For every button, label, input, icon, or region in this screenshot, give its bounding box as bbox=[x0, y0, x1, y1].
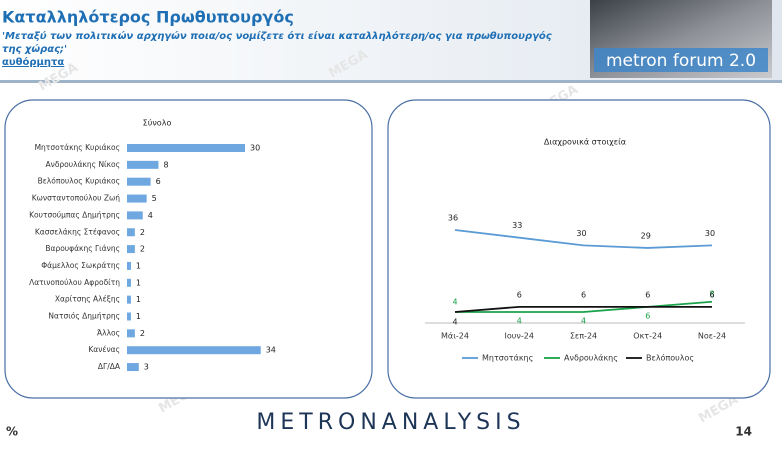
page-number: 14 bbox=[735, 425, 752, 439]
bar bbox=[127, 245, 135, 254]
data-label: 33 bbox=[512, 221, 522, 230]
title: Καταλληλότερος Πρωθυπουργός bbox=[2, 8, 294, 27]
series-line bbox=[454, 305, 712, 313]
data-label: 6 bbox=[645, 290, 650, 299]
data-label: 29 bbox=[641, 231, 651, 240]
value-label: 8 bbox=[163, 160, 168, 169]
x-tick-label: Νοε-24 bbox=[698, 332, 726, 341]
value-label: 4 bbox=[148, 211, 153, 220]
bar bbox=[127, 144, 245, 152]
data-label: 4 bbox=[517, 317, 522, 326]
x-tick-label: Οκτ-24 bbox=[633, 332, 662, 341]
header-rule bbox=[0, 80, 782, 83]
bar bbox=[127, 312, 131, 321]
bar bbox=[127, 346, 261, 355]
value-label: 1 bbox=[136, 312, 141, 321]
value-label: 3 bbox=[144, 363, 149, 372]
category-label: Νατσιός Δημήτρης bbox=[48, 312, 120, 321]
bar bbox=[127, 295, 131, 304]
data-label: 8 bbox=[709, 289, 714, 298]
bar bbox=[127, 160, 159, 169]
note: αυθόρμητα bbox=[2, 56, 64, 68]
value-label: 2 bbox=[140, 228, 145, 237]
category-label: ΔΓ/ΔΑ bbox=[98, 362, 121, 371]
bar bbox=[127, 177, 151, 186]
value-label: 2 bbox=[140, 245, 145, 254]
category-label: Φάμελλος Σωκράτης bbox=[41, 261, 120, 270]
category-label: Κασσελάκης Στέφανος bbox=[35, 227, 120, 236]
category-label: Κανένας bbox=[88, 345, 120, 354]
data-label: 4 bbox=[581, 317, 586, 326]
bar bbox=[127, 278, 131, 287]
chart-title: Διαχρονικά στοιχεία bbox=[544, 138, 626, 147]
value-label: 2 bbox=[140, 329, 145, 338]
data-label: 6 bbox=[581, 290, 586, 299]
data-label: 6 bbox=[517, 290, 522, 299]
category-label: Χαρίτσης Αλέξης bbox=[55, 295, 120, 304]
series-line bbox=[455, 300, 713, 313]
bar bbox=[127, 194, 147, 203]
category-label: Λατινοπούλου Αφροδίτη bbox=[29, 278, 120, 287]
data-label: 6 bbox=[645, 311, 650, 320]
data-label: 4 bbox=[452, 298, 457, 307]
data-label: 30 bbox=[705, 229, 715, 238]
category-label: Κουτσούμπας Δημήτρης bbox=[29, 210, 120, 219]
legend-label: Βελόπουλος bbox=[646, 353, 694, 363]
legend-label: Ανδρουλάκης bbox=[564, 354, 618, 363]
category-label: Άλλος bbox=[97, 328, 120, 337]
bar bbox=[127, 329, 135, 338]
logo-box bbox=[594, 48, 768, 72]
legend-label: Μητσοτάκης bbox=[482, 354, 533, 363]
value-label: 1 bbox=[136, 261, 141, 270]
value-label: 1 bbox=[136, 278, 141, 287]
question: της χώρας;' bbox=[2, 43, 67, 55]
brand: METRONANALYSIS bbox=[256, 410, 525, 435]
data-label: 30 bbox=[576, 229, 586, 238]
data-label: 6 bbox=[709, 290, 714, 299]
value-label: 6 bbox=[156, 177, 161, 186]
data-label: 4 bbox=[452, 318, 457, 327]
x-tick-label: Μάι-24 bbox=[441, 332, 469, 341]
chart-title: Σύνολο bbox=[143, 118, 172, 128]
question: 'Μεταξύ των πολιτικών αρχηγών ποια/ος νο… bbox=[2, 30, 552, 42]
data-label: 36 bbox=[448, 214, 458, 223]
bar bbox=[127, 363, 139, 372]
value-label: 5 bbox=[152, 194, 157, 203]
unit: % bbox=[6, 425, 18, 439]
value-label: 34 bbox=[266, 346, 276, 355]
panel bbox=[4, 99, 373, 399]
category-label: Μητσοτάκης Κυριάκος bbox=[35, 143, 120, 152]
category-label: Κωνσταντοπούλου Ζωή bbox=[32, 194, 121, 203]
x-tick-label: Ιουν-24 bbox=[505, 332, 534, 341]
bar bbox=[127, 228, 135, 237]
category-label: Ανδρουλάκης Νίκος bbox=[46, 160, 121, 169]
bar bbox=[127, 211, 143, 220]
value-label: 1 bbox=[136, 295, 141, 304]
value-label: 30 bbox=[250, 144, 260, 153]
category-label: Βελόπουλος Κυριάκος bbox=[38, 177, 120, 186]
bar bbox=[127, 261, 131, 270]
series-line bbox=[454, 229, 713, 249]
category-label: Βαρουφάκης Γιάνης bbox=[45, 244, 120, 253]
logo-text: metron forum 2.0 bbox=[606, 51, 756, 71]
x-tick-label: Σεπ-24 bbox=[570, 332, 597, 341]
